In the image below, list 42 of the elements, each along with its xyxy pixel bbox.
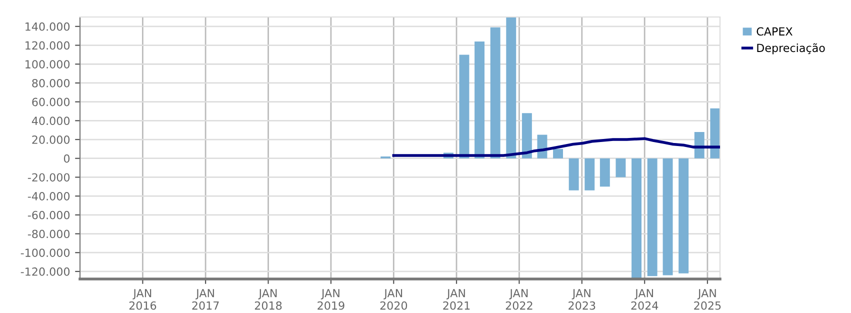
y-tick-label: 120.000	[26, 41, 70, 50]
x-tick-label: JAN 2023	[568, 289, 596, 310]
x-tick-label: JAN 2021	[443, 289, 470, 310]
legend-label: Depreciação	[757, 43, 825, 54]
y-tick-label: -40.000	[28, 192, 70, 200]
y-tick-label: -60.000	[28, 210, 70, 220]
bar	[506, 17, 516, 158]
bar	[474, 42, 485, 158]
bar	[459, 54, 470, 158]
x-tick-label: JAN 2022	[506, 289, 532, 310]
bar	[522, 113, 532, 158]
y-tick-label: 60.000	[32, 98, 70, 106]
y-tick-label: 20.000	[32, 135, 70, 144]
x-tick-label: JAN 2016	[129, 289, 156, 310]
bar	[616, 158, 626, 178]
bar	[662, 158, 673, 276]
x-tick-label: JAN 2019	[318, 289, 344, 310]
bar	[490, 27, 500, 158]
legend-label: CAPEX	[756, 27, 792, 36]
y-tick-label: 140.000	[26, 22, 70, 31]
line-series	[392, 137, 720, 157]
y-tick-label: -120.000	[20, 267, 70, 276]
y-tick-label: -80.000	[28, 230, 70, 238]
bar	[678, 158, 689, 274]
x-tick-label: JAN 2025	[694, 289, 721, 310]
y-tick-label: -20.000	[28, 173, 70, 182]
y-tick-label: -100.000	[20, 248, 70, 257]
y-tick-label: 80.000	[32, 78, 70, 88]
bar	[600, 158, 610, 187]
x-tick-label: JAN 2024	[631, 289, 658, 310]
y-tick-label: 40.000	[32, 116, 70, 126]
x-tick-label: JAN 2020	[380, 289, 408, 310]
x-tick-label: JAN 2017	[192, 289, 219, 310]
y-tick-label: 0	[64, 154, 70, 163]
bar	[568, 158, 579, 190]
bar	[584, 158, 595, 190]
x-tick-label: JAN 2018	[254, 289, 282, 310]
bar	[647, 158, 658, 276]
y-tick-label: 100.000	[26, 60, 70, 68]
bar	[553, 148, 564, 158]
bar	[710, 108, 720, 158]
bar	[632, 158, 642, 279]
